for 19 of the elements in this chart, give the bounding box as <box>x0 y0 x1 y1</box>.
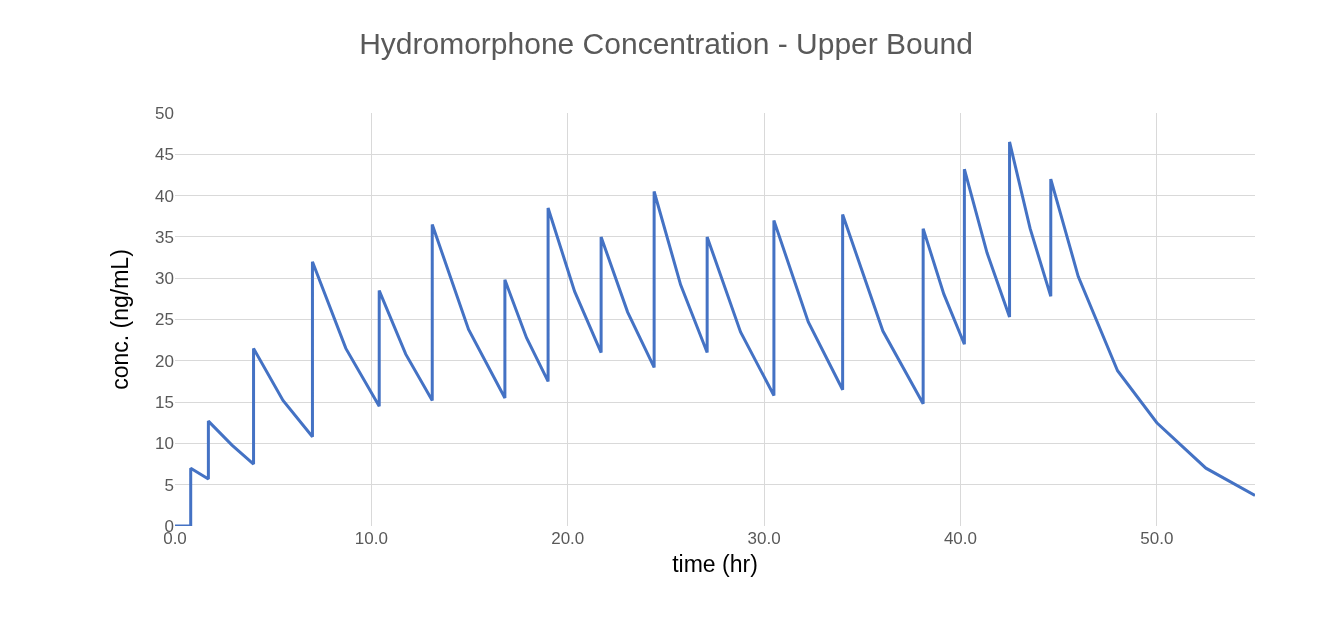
x-axis-title: time (hr) <box>672 550 758 577</box>
y-tick-label: 15 <box>155 393 174 413</box>
line-series <box>175 140 1255 526</box>
chart-title: Hydromorphone Concentration - Upper Bound <box>359 27 973 61</box>
y-tick-label: 25 <box>155 310 174 330</box>
y-tick-label: 20 <box>155 351 174 371</box>
x-tick-label: 50.0 <box>1140 529 1174 548</box>
x-tick-label: 20.0 <box>551 529 585 548</box>
y-tick-label: 50 <box>155 103 174 123</box>
y-tick-label: 45 <box>155 145 174 165</box>
y-tick-label: 10 <box>155 434 174 454</box>
y-tick-label: 40 <box>155 186 174 206</box>
x-tick-label: 10.0 <box>354 529 388 548</box>
y-tick-label: 35 <box>155 227 174 247</box>
x-tick-label: 30.0 <box>747 529 781 548</box>
y-tick-label: 5 <box>164 475 174 495</box>
y-axis-title: conc. (ng/mL) <box>106 249 133 390</box>
x-tick-label: 40.0 <box>943 529 977 548</box>
y-tick-label: 30 <box>155 269 174 289</box>
